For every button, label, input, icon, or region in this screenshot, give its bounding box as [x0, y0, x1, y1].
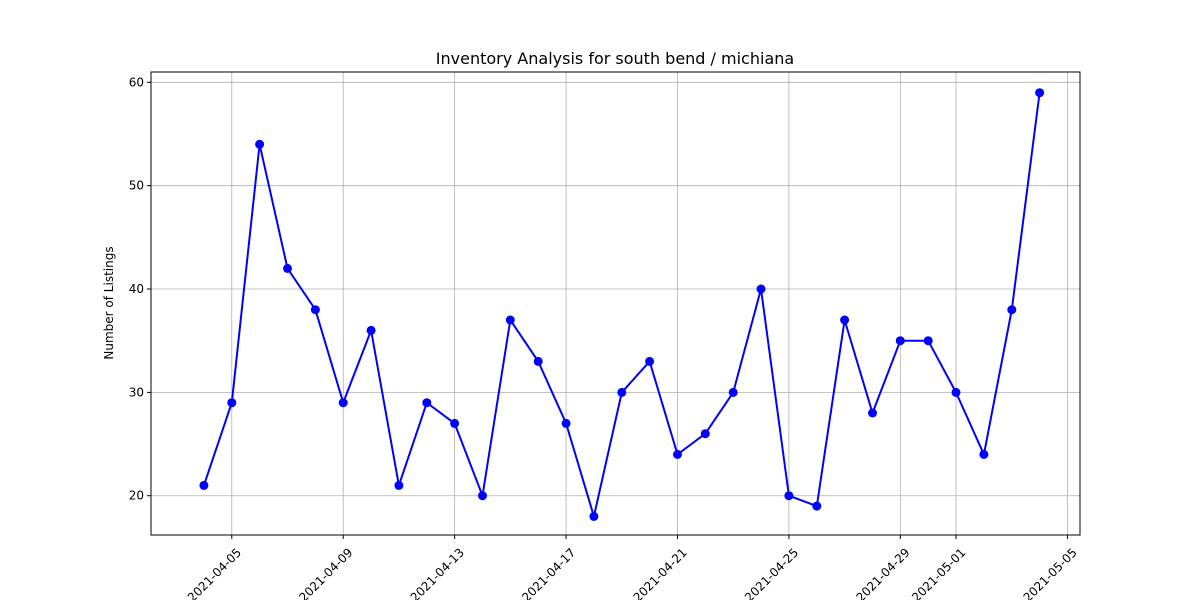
y-tick-label: 20 [129, 489, 144, 503]
data-point [812, 501, 822, 511]
data-point [227, 398, 237, 408]
data-point [422, 398, 432, 408]
y-axis: 20 30 40 50 60 [129, 75, 151, 503]
data-point [700, 429, 710, 439]
data-point [478, 491, 487, 501]
data-point [868, 408, 877, 418]
chart-title: Inventory Analysis for south bend / mich… [436, 49, 794, 68]
data-point [283, 263, 292, 273]
data-point [951, 387, 961, 397]
data-point [533, 356, 543, 366]
grid [151, 72, 1080, 535]
plot-area-frame [150, 71, 1081, 536]
data-point [255, 139, 265, 149]
data-point [450, 418, 460, 428]
data-point [199, 480, 209, 490]
data-point [617, 387, 627, 397]
y-tick-label: 30 [129, 385, 144, 399]
data-point [645, 356, 655, 366]
data-point [840, 315, 850, 325]
data-point [561, 418, 571, 428]
y-tick-label: 60 [129, 75, 144, 89]
y-tick-label: 50 [129, 179, 144, 193]
y-axis-label: Number of Listings [102, 246, 116, 359]
y-tick-label: 40 [129, 282, 144, 296]
data-point [979, 449, 989, 459]
data-point [923, 336, 933, 346]
data-point [784, 491, 794, 501]
data-point [310, 305, 320, 315]
data-point [756, 284, 766, 294]
data-point [589, 511, 599, 521]
data-point [1007, 305, 1017, 315]
data-point [728, 387, 738, 397]
data-point [1035, 88, 1045, 98]
data-point [673, 449, 682, 459]
data-point [505, 315, 515, 325]
data-point [394, 480, 404, 490]
series-markers [199, 88, 1045, 521]
data-point [366, 325, 376, 335]
data-point [895, 336, 905, 346]
data-point [338, 398, 348, 408]
